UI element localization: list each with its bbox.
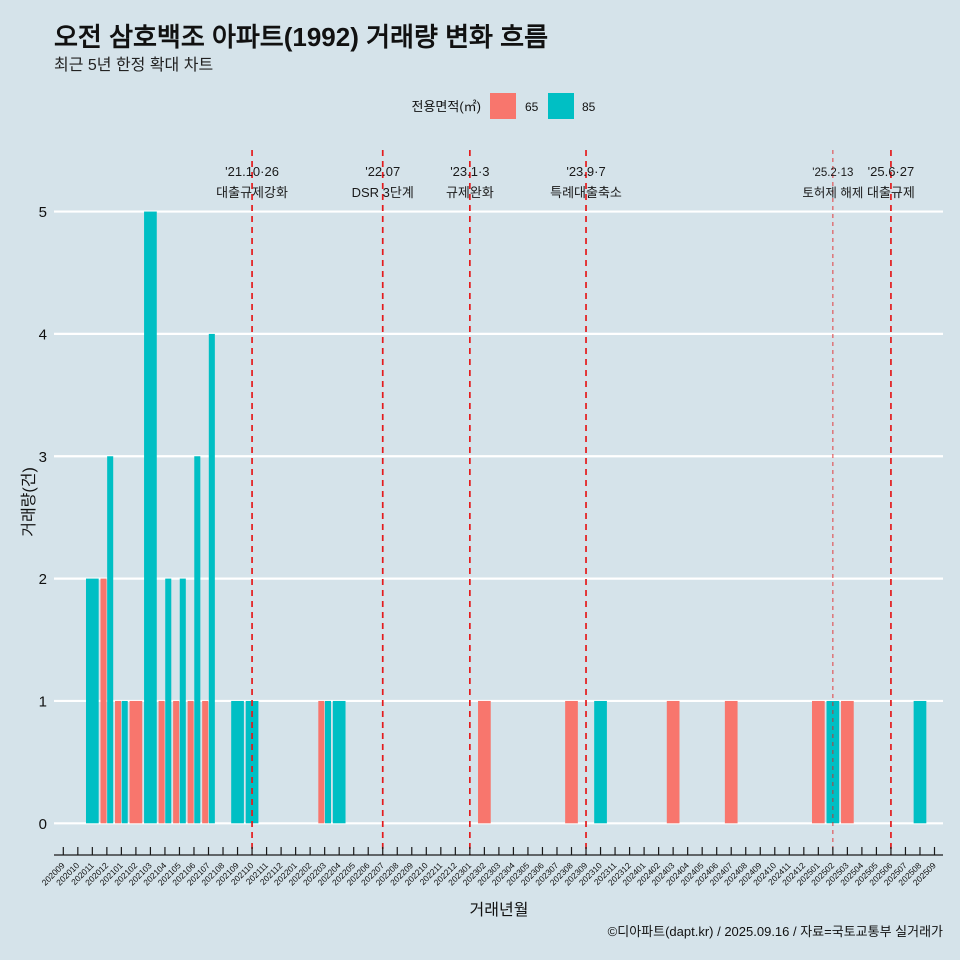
event-date-label: '21.10·26	[225, 164, 279, 179]
legend-key-65	[490, 93, 516, 119]
bar-65-202203	[318, 700, 325, 824]
bar-65-202104	[158, 700, 165, 824]
y-tick-label: 0	[39, 816, 47, 833]
bar-85-202110	[245, 700, 259, 824]
bar-65-202503	[841, 700, 854, 824]
annotations: '21.10·26 대출규제강화 '22.07 DSR 3단계 '23.1·3 규제완화 '…	[216, 150, 915, 855]
chart-title: 오전 삼호백조 아파트(1992) 거래량 변화 흐름	[54, 22, 548, 52]
legend-label-65: 65	[525, 100, 539, 114]
event-label: 대출규제강화	[216, 185, 288, 200]
bars	[85, 211, 927, 824]
gridlines	[54, 210, 943, 825]
chart-subtitle: 최근 5년 한정 확대 차트	[54, 56, 213, 74]
legend: 전용면적(㎡) 65 85	[412, 93, 596, 119]
bar-65-202407	[724, 700, 738, 824]
legend-key-85	[548, 93, 574, 119]
bar-65-202101	[115, 700, 122, 824]
event-date-label: '25.2·13	[812, 167, 853, 179]
bar-85-202101	[121, 700, 128, 824]
bar-65-202501	[811, 700, 825, 824]
caption: ©디아파트(dapt.kr) / 2025.09.16 / 자료=국토교통부 실…	[608, 924, 943, 939]
y-tick-label: 5	[39, 204, 47, 221]
bar-85-202502	[826, 700, 840, 824]
event-date-label: '25.6·27	[868, 164, 915, 179]
x-axis-title: 거래년월	[470, 901, 529, 919]
bar-85-202105	[179, 578, 186, 824]
event-date-label: '23.9·7	[566, 164, 605, 179]
bar-65-202107	[202, 700, 209, 824]
event-date-label: '23.1·3	[450, 164, 489, 179]
bar-85-202104	[165, 578, 172, 824]
bar-85-202012	[107, 456, 114, 824]
bar-85-202011	[85, 578, 99, 824]
bar-85-202106	[194, 456, 201, 824]
y-axis-title: 거래량(건)	[20, 467, 38, 537]
bar-85-202109	[231, 700, 244, 824]
event-label: 대출규제	[867, 185, 915, 200]
bar-85-202508	[913, 700, 927, 824]
bar-65-202403	[666, 700, 680, 824]
y-axis: 0 1 2 3 4 5	[39, 204, 47, 833]
event-date-label: '22.07	[365, 164, 400, 179]
bar-85-202204	[332, 700, 346, 824]
bar-85-202203	[324, 700, 332, 824]
bar-65-202106	[187, 700, 194, 824]
event-label: DSR 3단계	[352, 185, 414, 200]
bar-65-202102	[129, 700, 143, 824]
y-tick-label: 1	[39, 693, 47, 710]
y-tick-label: 2	[39, 571, 47, 588]
bar-65-202302	[478, 700, 491, 824]
bar-65-202105	[173, 700, 180, 824]
legend-label-85: 85	[582, 100, 596, 114]
y-tick-label: 3	[39, 449, 47, 466]
event-label: 규제완화	[446, 185, 494, 200]
event-label: 토허제 해제	[802, 186, 863, 200]
bar-65-202012	[100, 578, 107, 824]
bar-85-202103	[144, 211, 157, 824]
y-tick-label: 4	[39, 326, 47, 343]
event-label: 특례대출축소	[550, 185, 622, 200]
bar-85-202310	[594, 700, 607, 824]
bar-65-202308	[565, 700, 578, 824]
bar-85-202107	[208, 333, 215, 824]
legend-title: 전용면적(㎡)	[412, 99, 482, 114]
